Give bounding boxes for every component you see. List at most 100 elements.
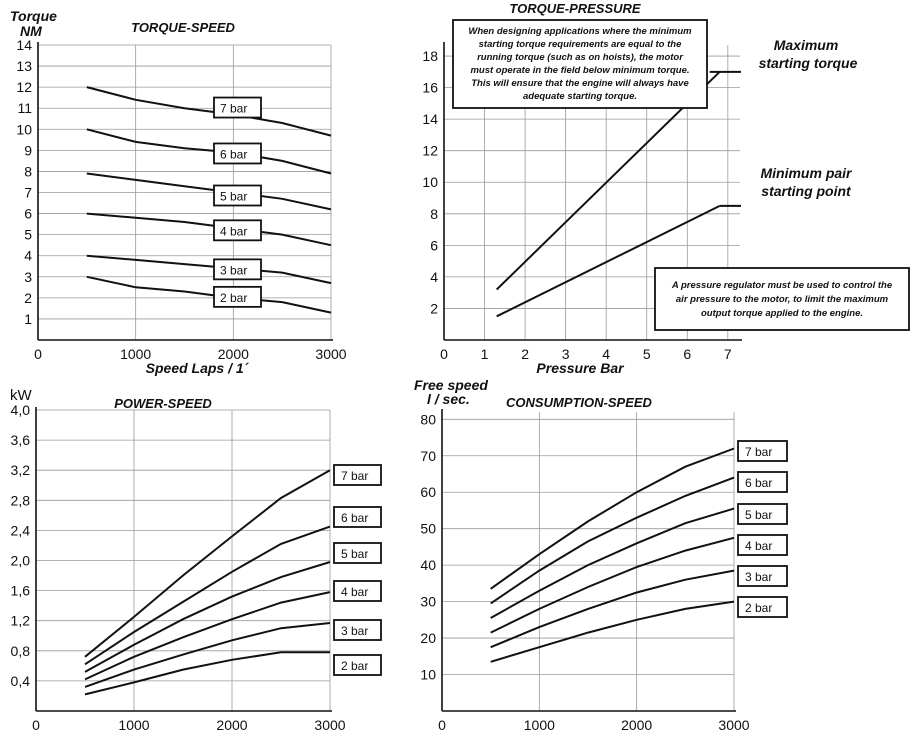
chart-title: TORQUE-SPEED xyxy=(131,20,235,35)
y-axis-label: Free speed xyxy=(414,377,488,393)
chart-title: POWER-SPEED xyxy=(114,396,212,411)
series-label: 3 bar xyxy=(745,570,772,584)
y-tick-label: 1 xyxy=(24,311,32,327)
y-tick-label: 12 xyxy=(16,79,32,95)
y-tick-label: 4,0 xyxy=(11,402,31,418)
y-axis-label: Torque xyxy=(10,8,57,24)
x-tick-label: 1000 xyxy=(118,717,149,733)
y-tick-label: 70 xyxy=(420,448,436,464)
max-starting-torque-label: starting torque xyxy=(759,55,858,71)
series-line-3 xyxy=(86,212,332,247)
series-label: 5 bar xyxy=(341,547,368,561)
y-tick-label: 11 xyxy=(17,100,32,116)
legend-box: 5 bar xyxy=(213,184,262,207)
legend-box: 6 bar xyxy=(213,142,262,165)
y-tick-label: 10 xyxy=(420,667,436,683)
y-tick-label: 18 xyxy=(422,48,438,64)
note-line: output torque applied to the engine. xyxy=(701,308,863,319)
x-tick-label: 0 xyxy=(32,717,40,733)
x-tick-label: 2 xyxy=(521,346,529,362)
y-tick-label: 3 xyxy=(24,269,32,285)
note-line: When designing applications where the mi… xyxy=(468,26,692,37)
legend-box: 7 bar xyxy=(213,96,262,119)
y-tick-label: 10 xyxy=(422,174,438,190)
y-tick-label: 13 xyxy=(16,58,32,74)
series-line-0 xyxy=(490,447,735,590)
y-tick-label: 2,8 xyxy=(11,492,31,508)
x-tick-label: 1000 xyxy=(120,346,151,362)
series-label: 7 bar xyxy=(220,102,247,116)
max-starting-torque-label: Maximum xyxy=(774,37,839,53)
series-line-0 xyxy=(86,86,332,137)
legend-box: 4 bar xyxy=(737,534,788,556)
y-tick-label: 9 xyxy=(24,142,32,158)
series-line-5 xyxy=(84,651,330,696)
y-tick-label: 10 xyxy=(16,121,32,137)
note-line: adequate starting torque. xyxy=(523,91,637,102)
series-line-2 xyxy=(84,561,331,673)
y-tick-label: 0,8 xyxy=(11,643,31,659)
x-tick-label: 3 xyxy=(562,346,570,362)
series-label: 3 bar xyxy=(220,263,247,277)
min-pair-label: Minimum pair xyxy=(760,165,853,181)
note-line: running torque (such as on hoists), the … xyxy=(477,52,684,63)
chart-title: CONSUMPTION-SPEED xyxy=(506,395,653,410)
series-label: 3 bar xyxy=(341,624,368,638)
y-tick-label: 7 xyxy=(24,185,32,201)
note-line: A pressure regulator must be used to con… xyxy=(671,280,893,291)
y-tick-label: 5 xyxy=(24,227,32,243)
x-axis-label: Speed Laps / 1´ xyxy=(146,360,250,376)
x-tick-label: 2000 xyxy=(216,717,247,733)
series-label: 4 bar xyxy=(745,539,772,553)
min-pair-label: starting point xyxy=(761,183,852,199)
series-line-3 xyxy=(490,536,735,634)
x-tick-label: 0 xyxy=(438,717,446,733)
note-line: must operate in the field below minimum … xyxy=(470,65,689,76)
y-tick-label: 3,2 xyxy=(11,462,31,478)
legend-box: 4 bar xyxy=(213,219,262,242)
legend-box: 6 bar xyxy=(737,471,788,493)
series-line-1 xyxy=(490,476,735,605)
y-tick-label: 50 xyxy=(420,521,436,537)
y-tick-label: 14 xyxy=(422,111,438,127)
y-tick-label: 0,4 xyxy=(11,673,31,689)
series-line-1 xyxy=(496,205,721,318)
x-tick-label: 1000 xyxy=(524,717,555,733)
series-label: 6 bar xyxy=(341,511,368,525)
y-tick-label: 60 xyxy=(420,484,436,500)
y-tick-label: 30 xyxy=(420,594,436,610)
x-tick-label: 0 xyxy=(34,346,42,362)
y-tick-label: 2,4 xyxy=(11,522,31,538)
series-label: 2 bar xyxy=(220,291,247,305)
x-tick-label: 5 xyxy=(643,346,651,362)
series-line-4 xyxy=(84,622,331,688)
series-line-4 xyxy=(86,254,332,285)
legend-box: 4 bar xyxy=(333,580,382,602)
series-label: 6 bar xyxy=(220,147,247,161)
y-tick-label: 2 xyxy=(430,300,438,316)
chart-3: 10 20 30 40 50 60 70 80 0 1000 2000 3000 CONSUMPTION… xyxy=(420,395,749,733)
y-axis-label: kW xyxy=(10,387,33,404)
series-line-1 xyxy=(86,128,332,175)
legend-box: 3 bar xyxy=(213,258,262,281)
legend-box: 2 bar xyxy=(213,285,262,308)
y-tick-label: 20 xyxy=(420,630,436,646)
series-label: 6 bar xyxy=(745,476,772,490)
series-label: 2 bar xyxy=(745,601,772,615)
y-tick-label: 8 xyxy=(24,163,32,179)
series-label: 7 bar xyxy=(745,445,772,459)
y-tick-label: 2,0 xyxy=(11,553,31,569)
y-tick-label: 16 xyxy=(422,80,438,96)
legend-box: 5 bar xyxy=(333,542,382,564)
note-line: This will ensure that the engine will al… xyxy=(471,78,689,89)
y-tick-label: 6 xyxy=(430,237,438,253)
y-tick-label: 2 xyxy=(24,290,32,306)
y-tick-label: 12 xyxy=(422,143,438,159)
y-tick-label: 6 xyxy=(24,206,32,222)
y-tick-label: 40 xyxy=(420,557,436,573)
x-tick-label: 2000 xyxy=(621,717,652,733)
legend-box: 7 bar xyxy=(737,440,788,462)
